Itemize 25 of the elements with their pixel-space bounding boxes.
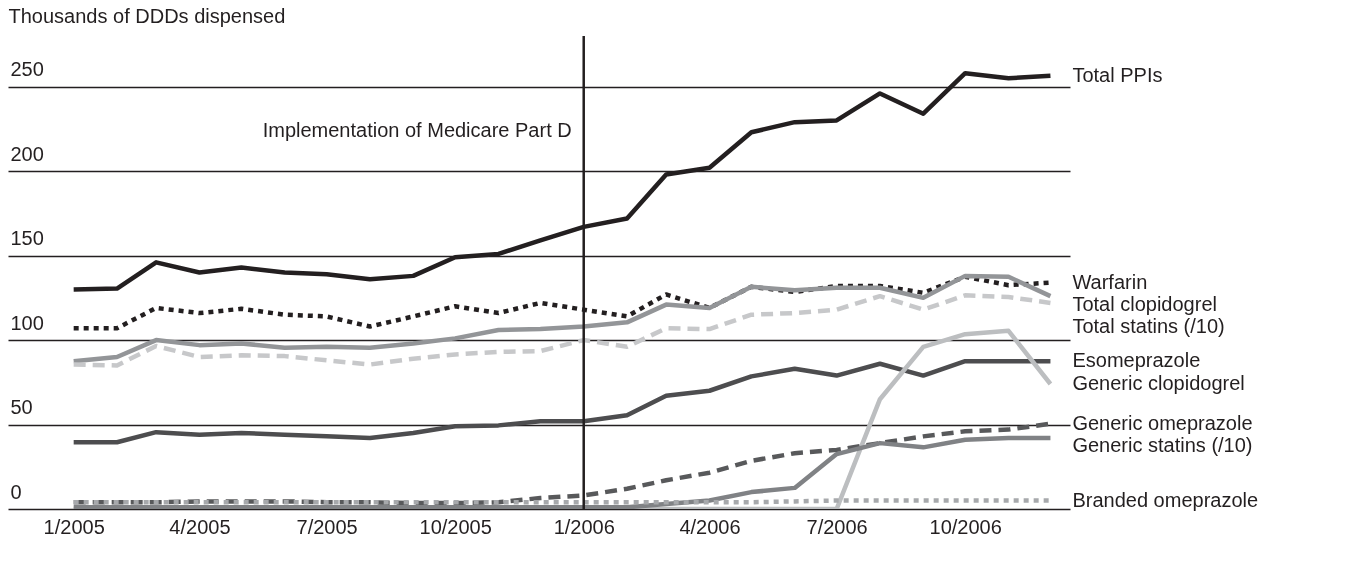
y-tick-label: 200 — [10, 142, 44, 165]
x-tick-label: 7/2005 — [296, 515, 358, 538]
x-tick-label: 10/2005 — [419, 515, 492, 538]
series-label: Esomeprazole — [1072, 349, 1201, 372]
y-tick-label: 0 — [10, 480, 22, 503]
ref-line-label: Implementation of Medicare Part D — [262, 118, 572, 141]
x-tick-label: 4/2006 — [679, 515, 741, 538]
x-tick-label: 4/2005 — [169, 515, 231, 538]
y-tick-label: 250 — [10, 58, 44, 81]
series-label: Total PPIs — [1072, 63, 1163, 86]
y-tick-label: 100 — [10, 311, 44, 334]
series-label: Total clopidogrel — [1072, 292, 1217, 315]
y-tick-label: 50 — [10, 396, 33, 419]
x-tick-label: 1/2006 — [553, 515, 615, 538]
series-label: Total statins (/10) — [1072, 314, 1225, 337]
series-label: Warfarin — [1072, 270, 1148, 293]
x-tick-label: 1/2005 — [43, 515, 105, 538]
y-axis-title: Thousands of DDDs dispensed — [8, 4, 286, 27]
series-label: Generic omeprazole — [1072, 411, 1253, 434]
series-label: Generic clopidogrel — [1072, 371, 1245, 394]
series-label: Generic statins (/10) — [1072, 433, 1253, 456]
x-tick-label: 7/2006 — [806, 515, 868, 538]
series-label: Branded omeprazole — [1072, 488, 1259, 511]
x-tick-label: 10/2006 — [929, 515, 1002, 538]
y-tick-label: 150 — [10, 227, 44, 250]
